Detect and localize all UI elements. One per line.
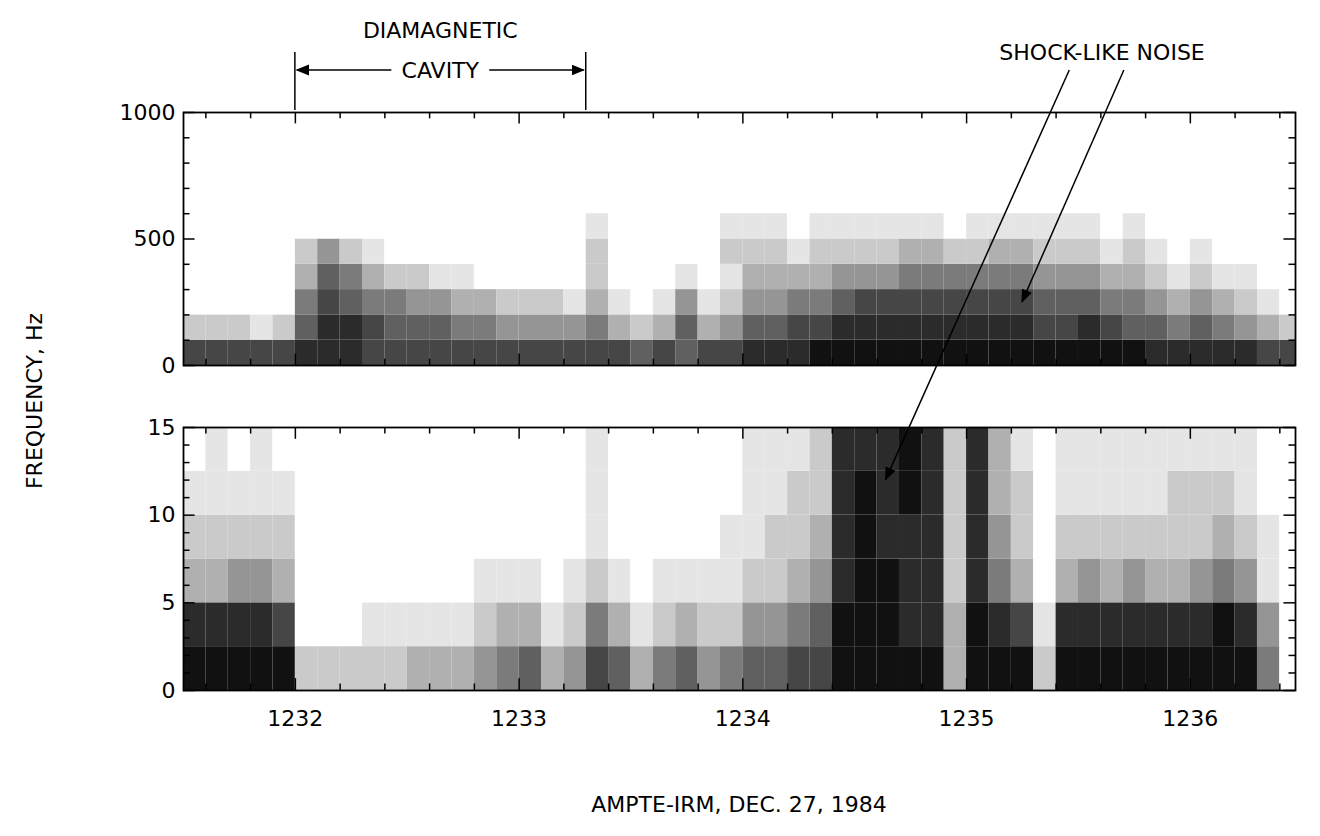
svg-text:AMPTE-IRM, DEC. 27, 1984: AMPTE-IRM, DEC. 27, 1984 bbox=[591, 792, 886, 817]
svg-text:15: 15 bbox=[148, 415, 176, 440]
svg-text:1000: 1000 bbox=[120, 100, 176, 125]
svg-text:1235: 1235 bbox=[939, 706, 995, 731]
svg-text:CAVITY: CAVITY bbox=[402, 58, 480, 83]
svg-text:1234: 1234 bbox=[715, 706, 771, 731]
svg-text:DIAMAGNETIC: DIAMAGNETIC bbox=[363, 18, 518, 43]
svg-text:500: 500 bbox=[134, 226, 176, 251]
svg-text:0: 0 bbox=[162, 353, 176, 378]
svg-text:10: 10 bbox=[148, 502, 176, 527]
svg-text:0: 0 bbox=[162, 678, 176, 703]
svg-text:SHOCK-LIKE NOISE: SHOCK-LIKE NOISE bbox=[999, 40, 1204, 65]
svg-text:1236: 1236 bbox=[1162, 706, 1218, 731]
svg-text:5: 5 bbox=[162, 590, 176, 615]
svg-text:1232: 1232 bbox=[267, 706, 323, 731]
svg-text:1233: 1233 bbox=[491, 706, 547, 731]
svg-text:FREQUENCY, Hz: FREQUENCY, Hz bbox=[22, 313, 47, 489]
